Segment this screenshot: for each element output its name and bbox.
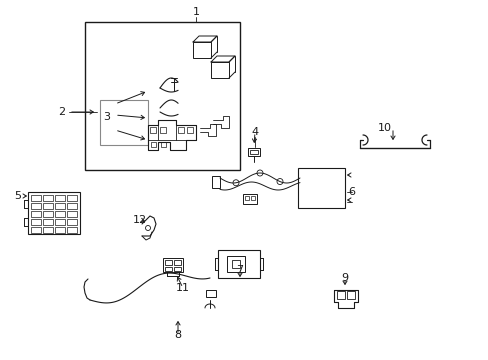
Bar xyxy=(31,227,41,233)
Bar xyxy=(244,196,248,200)
Bar xyxy=(43,203,53,209)
Text: 3: 3 xyxy=(103,112,110,122)
Bar xyxy=(67,227,77,233)
Bar xyxy=(151,142,156,147)
Bar xyxy=(336,291,345,299)
Bar xyxy=(346,291,354,299)
Bar xyxy=(43,227,53,233)
Bar xyxy=(174,267,181,271)
Text: 1: 1 xyxy=(192,7,199,17)
Bar xyxy=(55,227,65,233)
Text: 11: 11 xyxy=(176,283,190,293)
Text: 7: 7 xyxy=(236,265,243,275)
Bar xyxy=(67,211,77,217)
Bar xyxy=(55,203,65,209)
Bar xyxy=(174,260,181,265)
Bar xyxy=(43,219,53,225)
Bar xyxy=(31,195,41,201)
Text: 4: 4 xyxy=(251,127,258,137)
Bar xyxy=(178,127,183,133)
Bar xyxy=(243,194,257,204)
Bar xyxy=(55,211,65,217)
Bar xyxy=(163,258,183,272)
Bar xyxy=(164,267,172,271)
Bar xyxy=(193,42,210,58)
Bar xyxy=(212,176,220,188)
Bar xyxy=(150,127,156,133)
Text: 12: 12 xyxy=(133,215,147,225)
Bar xyxy=(55,219,65,225)
Bar xyxy=(67,203,77,209)
Bar xyxy=(43,211,53,217)
Bar xyxy=(28,192,80,234)
Text: 2: 2 xyxy=(59,107,65,117)
Bar xyxy=(186,127,193,133)
Bar xyxy=(161,142,165,147)
Bar xyxy=(231,260,240,268)
Text: 5: 5 xyxy=(15,191,21,201)
Bar xyxy=(85,22,240,170)
Bar xyxy=(250,196,254,200)
Bar xyxy=(218,250,260,278)
Bar xyxy=(205,290,216,297)
Bar xyxy=(67,195,77,201)
Bar xyxy=(226,256,244,272)
Bar xyxy=(247,148,260,156)
Bar xyxy=(55,195,65,201)
Bar xyxy=(67,219,77,225)
Bar xyxy=(164,260,172,265)
Bar xyxy=(297,168,345,208)
Bar xyxy=(210,62,228,78)
Text: 8: 8 xyxy=(174,330,181,340)
Text: 6: 6 xyxy=(348,187,355,197)
Bar xyxy=(31,203,41,209)
Bar xyxy=(100,100,148,145)
Text: 9: 9 xyxy=(341,273,348,283)
Bar xyxy=(31,211,41,217)
Text: 10: 10 xyxy=(377,123,391,133)
Bar xyxy=(43,195,53,201)
Bar xyxy=(249,150,258,154)
Bar xyxy=(160,127,165,133)
Bar xyxy=(31,219,41,225)
